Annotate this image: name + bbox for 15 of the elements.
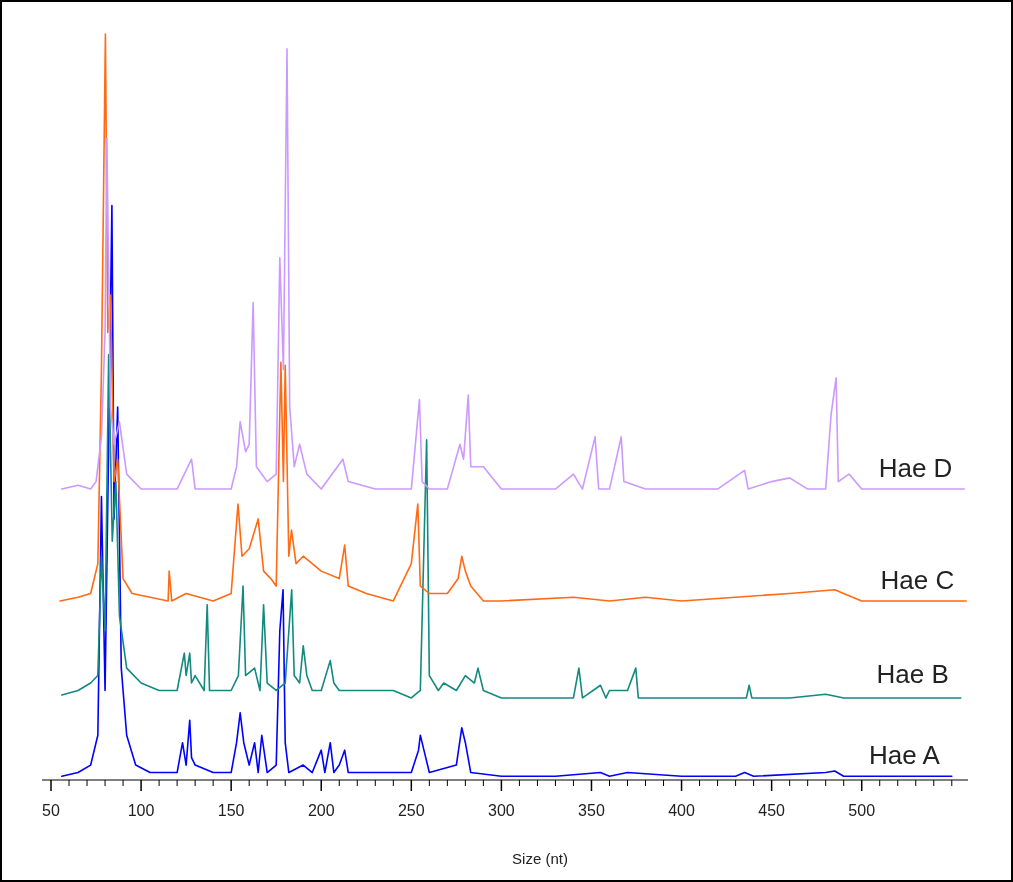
x-tick-label: 150 — [217, 802, 245, 819]
series-label: Hae D — [878, 453, 953, 484]
x-tick-label: 200 — [307, 802, 335, 819]
x-tick-label: 250 — [397, 802, 425, 819]
series-label: Hae A — [868, 740, 941, 771]
x-tick-label: 400 — [668, 802, 695, 819]
x-tick-label: 500 — [848, 802, 876, 819]
x-tick-label: 350 — [578, 802, 605, 819]
x-tick-label: 100 — [127, 802, 155, 819]
x-tick-label: 50 — [42, 802, 61, 819]
x-axis-title: Size (nt) — [512, 850, 568, 867]
series-label: Hae C — [880, 564, 955, 595]
series-label: Hae B — [876, 658, 949, 689]
x-tick-label: 450 — [758, 802, 786, 819]
x-tick-label: 300 — [488, 802, 515, 819]
